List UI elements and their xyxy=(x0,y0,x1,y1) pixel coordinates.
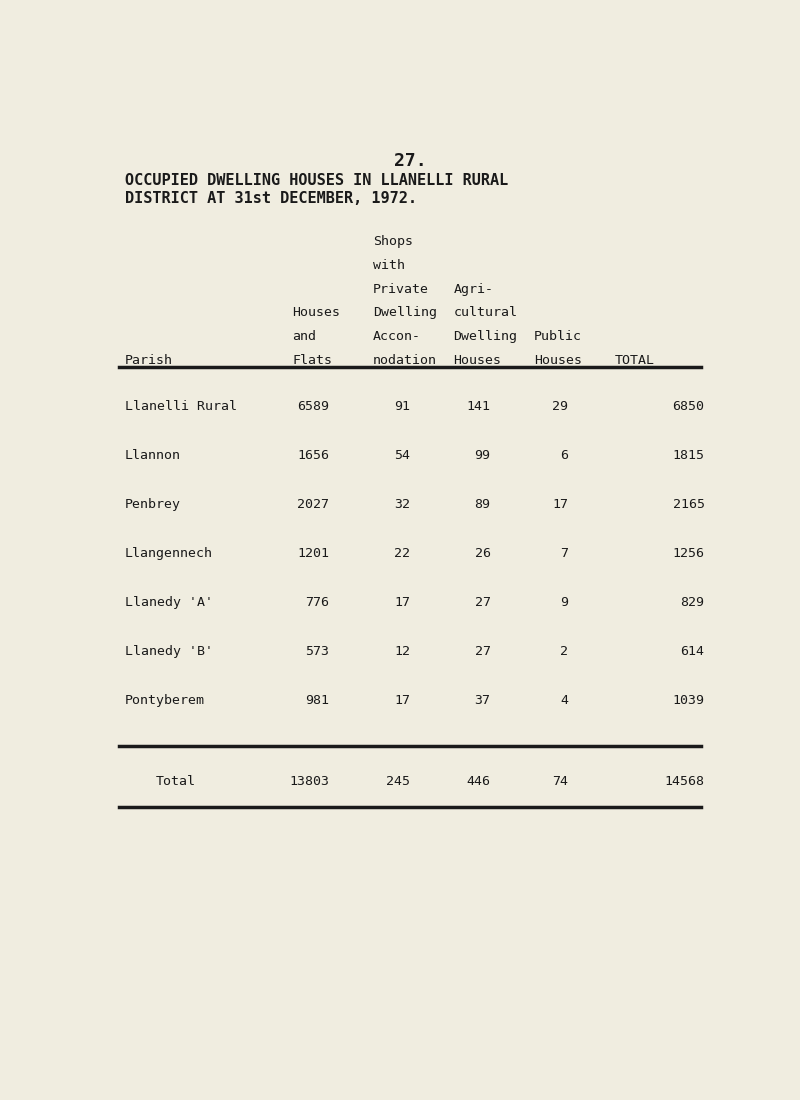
Text: 614: 614 xyxy=(681,646,705,658)
Text: 99: 99 xyxy=(474,449,490,462)
Text: 13803: 13803 xyxy=(290,776,330,789)
Text: 91: 91 xyxy=(394,399,410,412)
Text: Houses: Houses xyxy=(534,354,582,367)
Text: 1656: 1656 xyxy=(298,449,330,462)
Text: Llannon: Llannon xyxy=(125,449,181,462)
Text: 27: 27 xyxy=(474,596,490,609)
Text: 141: 141 xyxy=(466,399,490,412)
Text: 7: 7 xyxy=(560,547,568,560)
Text: 74: 74 xyxy=(552,776,568,789)
Text: DISTRICT AT 31st DECEMBER, 1972.: DISTRICT AT 31st DECEMBER, 1972. xyxy=(125,191,417,207)
Text: 2165: 2165 xyxy=(673,498,705,510)
Text: 6589: 6589 xyxy=(298,399,330,412)
Text: 2027: 2027 xyxy=(298,498,330,510)
Text: Penbrey: Penbrey xyxy=(125,498,181,510)
Text: 32: 32 xyxy=(394,498,410,510)
Text: cultural: cultural xyxy=(454,307,518,319)
Text: Houses: Houses xyxy=(292,307,340,319)
Text: Llanedy 'B': Llanedy 'B' xyxy=(125,646,213,658)
Text: 17: 17 xyxy=(394,596,410,609)
Text: Llangennech: Llangennech xyxy=(125,547,213,560)
Text: Dwelling: Dwelling xyxy=(454,330,518,343)
Text: 6850: 6850 xyxy=(673,399,705,412)
Text: 573: 573 xyxy=(306,646,330,658)
Text: Public: Public xyxy=(534,330,582,343)
Text: Total: Total xyxy=(156,776,196,789)
Text: 14568: 14568 xyxy=(665,776,705,789)
Text: 17: 17 xyxy=(552,498,568,510)
Text: TOTAL: TOTAL xyxy=(614,354,654,367)
Text: Shops: Shops xyxy=(373,235,413,249)
Text: 9: 9 xyxy=(560,596,568,609)
Text: 26: 26 xyxy=(474,547,490,560)
Text: Accon-: Accon- xyxy=(373,330,421,343)
Text: 1201: 1201 xyxy=(298,547,330,560)
Text: with: with xyxy=(373,260,405,272)
Text: nodation: nodation xyxy=(373,354,437,367)
Text: 54: 54 xyxy=(394,449,410,462)
Text: Agri-: Agri- xyxy=(454,283,494,296)
Text: 245: 245 xyxy=(386,776,410,789)
Text: 776: 776 xyxy=(306,596,330,609)
Text: OCCUPIED DWELLING HOUSES IN LLANELLI RURAL: OCCUPIED DWELLING HOUSES IN LLANELLI RUR… xyxy=(125,173,508,188)
Text: Llanelli Rural: Llanelli Rural xyxy=(125,399,237,412)
Text: 22: 22 xyxy=(394,547,410,560)
Text: 981: 981 xyxy=(306,694,330,707)
Text: Houses: Houses xyxy=(454,354,502,367)
Text: 829: 829 xyxy=(681,596,705,609)
Text: 12: 12 xyxy=(394,646,410,658)
Text: 2: 2 xyxy=(560,646,568,658)
Text: 27.: 27. xyxy=(394,152,426,170)
Text: 27: 27 xyxy=(474,646,490,658)
Text: 446: 446 xyxy=(466,776,490,789)
Text: 4: 4 xyxy=(560,694,568,707)
Text: 1815: 1815 xyxy=(673,449,705,462)
Text: Dwelling: Dwelling xyxy=(373,307,437,319)
Text: Llanedy 'A': Llanedy 'A' xyxy=(125,596,213,609)
Text: 37: 37 xyxy=(474,694,490,707)
Text: Parish: Parish xyxy=(125,354,173,367)
Text: 29: 29 xyxy=(552,399,568,412)
Text: Flats: Flats xyxy=(292,354,332,367)
Text: 89: 89 xyxy=(474,498,490,510)
Text: 17: 17 xyxy=(394,694,410,707)
Text: Private: Private xyxy=(373,283,429,296)
Text: Pontyberem: Pontyberem xyxy=(125,694,205,707)
Text: 1256: 1256 xyxy=(673,547,705,560)
Text: 1039: 1039 xyxy=(673,694,705,707)
Text: and: and xyxy=(292,330,316,343)
Text: 6: 6 xyxy=(560,449,568,462)
